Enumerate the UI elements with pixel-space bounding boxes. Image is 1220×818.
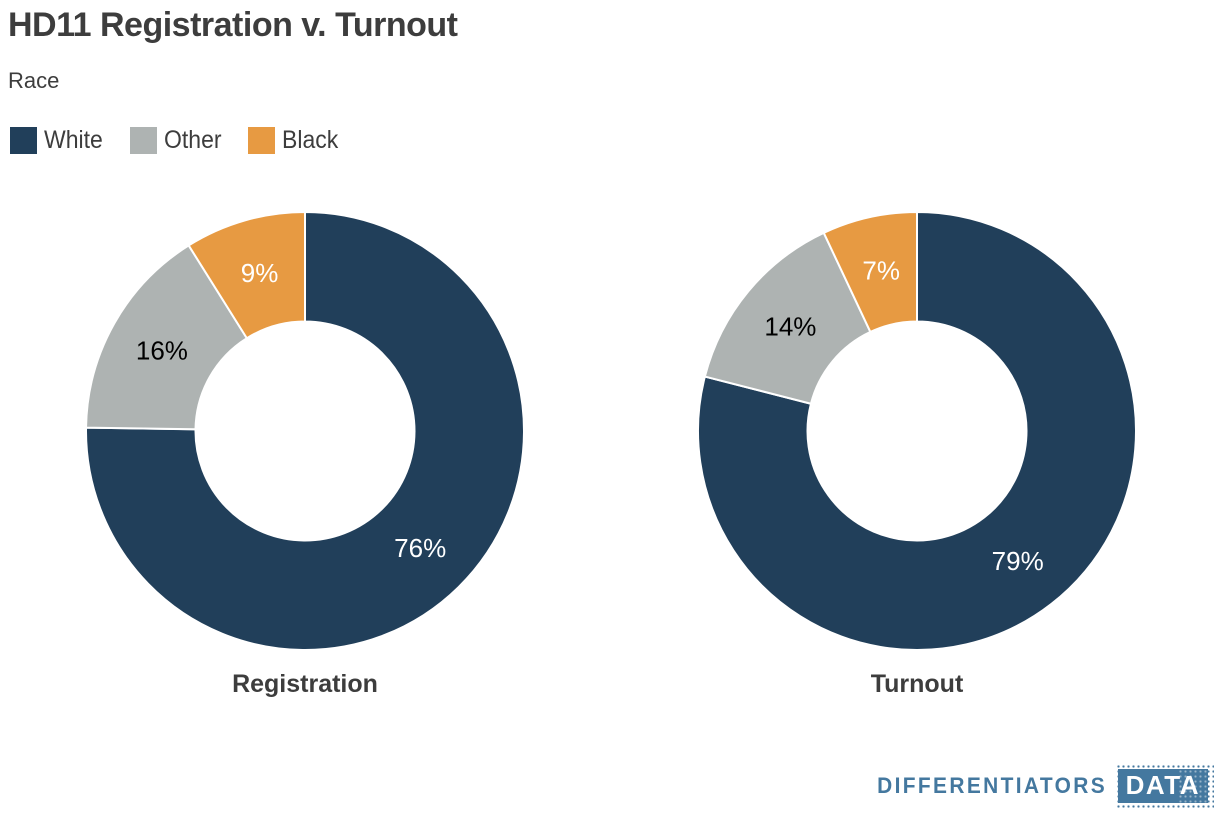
slice-label-white: 76% bbox=[394, 533, 446, 563]
legend-item-black: Black bbox=[248, 127, 343, 154]
chart-caption-registration: Registration bbox=[232, 670, 378, 698]
legend: White Other Black bbox=[10, 127, 344, 154]
donut-registration-svg: 76% 16% 9% bbox=[85, 210, 526, 651]
slice-black bbox=[187, 210, 306, 340]
legend-label-black: Black bbox=[282, 126, 339, 154]
slice-label-black: 9% bbox=[241, 258, 279, 288]
legend-swatch-black bbox=[248, 127, 276, 154]
legend-swatch-white bbox=[10, 127, 37, 154]
chart-subtitle: Race bbox=[8, 68, 60, 93]
slice-other bbox=[85, 244, 249, 431]
slice-white bbox=[697, 210, 1137, 651]
brand-logo: DIFFERENTIATORS DATA bbox=[865, 764, 1214, 808]
slice-label-other: 16% bbox=[136, 335, 188, 365]
brand-badge: DATA bbox=[1117, 769, 1209, 803]
slice-label-other: 14% bbox=[764, 311, 816, 341]
donut-chart-registration: 76% 16% 9% Registration bbox=[75, 201, 535, 699]
donut-chart-turnout: 79% 14% 7% Turnout bbox=[687, 201, 1147, 699]
slice-white bbox=[85, 210, 526, 651]
chart-title: HD11 Registration v. Turnout bbox=[8, 6, 458, 44]
legend-label-other: Other bbox=[163, 126, 222, 154]
slice-black bbox=[822, 210, 918, 334]
legend-swatch-other bbox=[129, 127, 157, 154]
brand-name: DIFFERENTIATORS bbox=[876, 773, 1107, 798]
slice-label-white: 79% bbox=[992, 546, 1044, 576]
brand-badge-halo: DATA bbox=[1115, 764, 1214, 808]
donut-turnout-svg: 79% 14% 7% bbox=[697, 210, 1137, 651]
chart-caption-turnout: Turnout bbox=[870, 670, 964, 698]
legend-item-other: Other bbox=[129, 126, 227, 154]
legend-item-white: White bbox=[10, 127, 108, 154]
slice-label-black: 7% bbox=[862, 256, 900, 286]
legend-label-white: White bbox=[44, 126, 103, 154]
